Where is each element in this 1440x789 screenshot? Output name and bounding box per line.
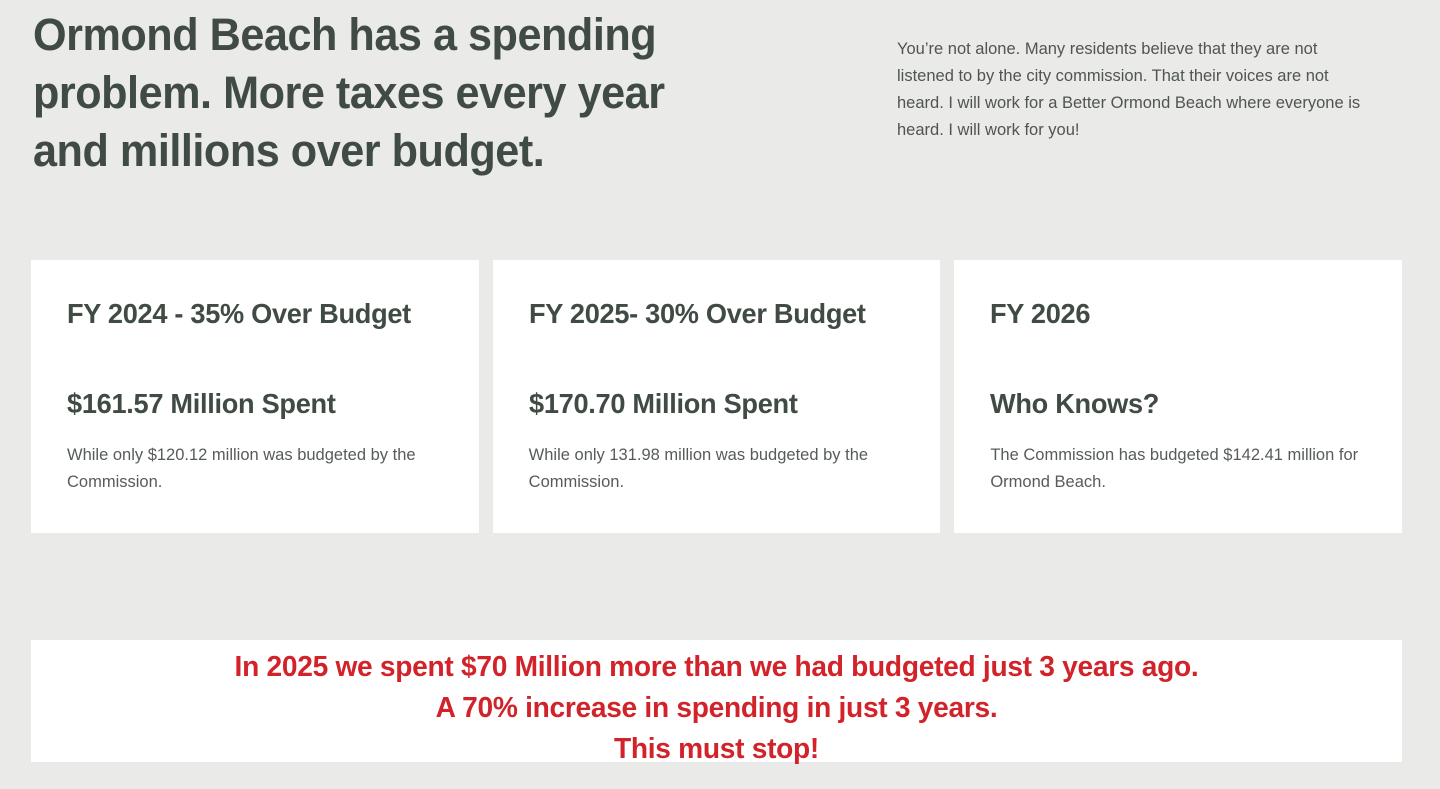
card-fy2026: FY 2026 Who Knows? The Commission has bu… [954, 260, 1403, 533]
card-fy2025-body: While only 131.98 million was budgeted b… [528, 446, 869, 491]
intro-paragraph: You’re not alone. Many residents believe… [897, 40, 1361, 139]
spending-alert-banner: In 2025 we spent $70 Million more than w… [31, 640, 1402, 765]
card-fy2024-title: FY 2024 - 35% Over Budget [67, 298, 411, 329]
budget-cards-row: FY 2024 - 35% Over Budget $161.57 Millio… [31, 260, 1403, 533]
card-fy2026-body: The Commission has budgeted $142.41 mill… [990, 446, 1359, 491]
page-title: Ormond Beach has a spending problem. Mor… [33, 9, 665, 176]
banner-line-2: A 70% increase in spending in just 3 yea… [435, 692, 998, 724]
card-fy2024-amount: $161.57 Million Spent [67, 388, 336, 419]
card-fy2025-amount: $170.70 Million Spent [528, 388, 798, 419]
card-fy2025-title: FY 2025- 30% Over Budget [528, 298, 866, 329]
card-fy2024: FY 2024 - 35% Over Budget $161.57 Millio… [31, 260, 479, 533]
banner-line-3: This must stop! [613, 733, 820, 765]
card-fy2024-body: While only $120.12 million was budgeted … [67, 446, 416, 491]
card-fy2026-title: FY 2026 [990, 298, 1091, 329]
card-fy2026-amount: Who Knows? [990, 388, 1160, 419]
card-fy2025: FY 2025- 30% Over Budget $170.70 Million… [492, 260, 941, 533]
banner-line-1: In 2025 we spent $70 Million more than w… [234, 651, 1199, 683]
